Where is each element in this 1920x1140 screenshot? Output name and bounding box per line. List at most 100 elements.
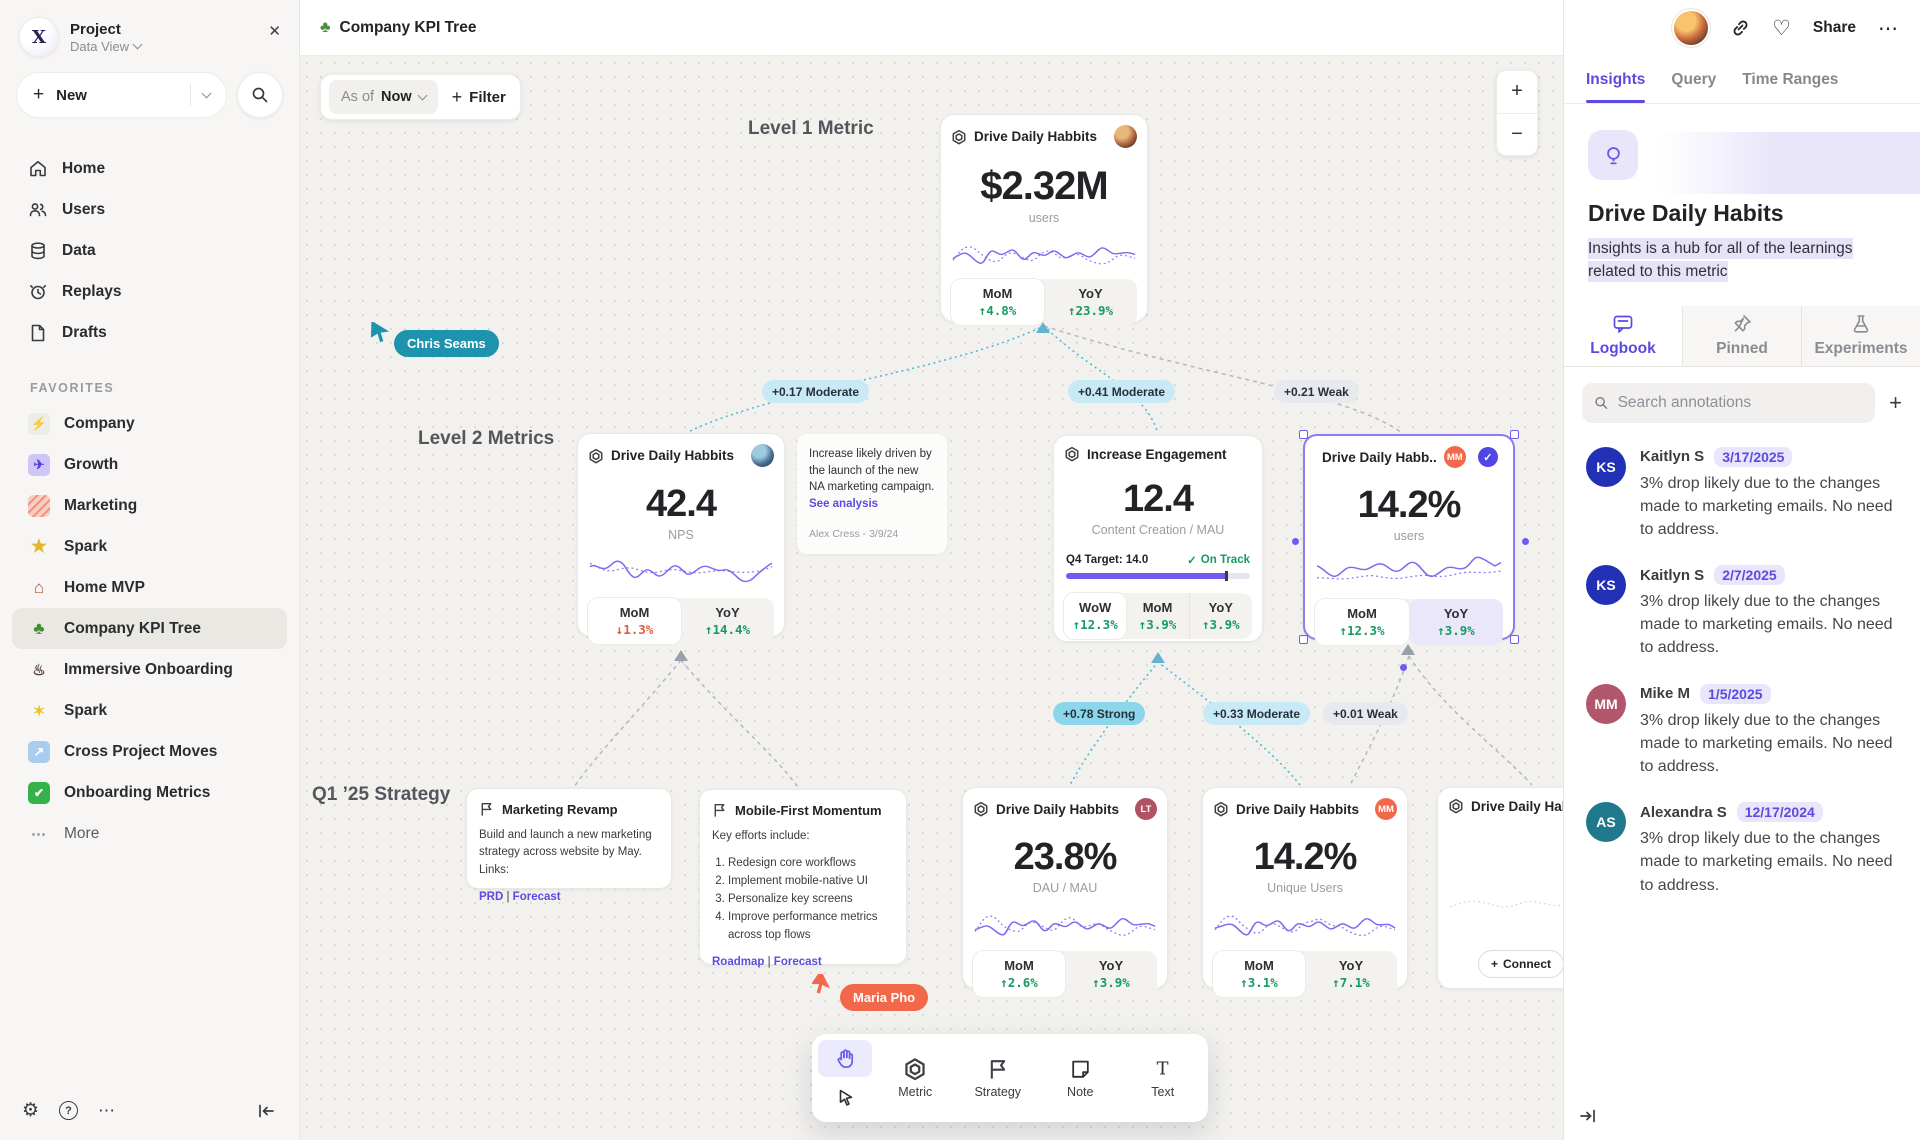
selection-handle[interactable] — [1299, 430, 1308, 439]
annotation-entry[interactable]: AS Alexandra S 12/17/2024 3% drop likely… — [1586, 802, 1898, 897]
project-switcher[interactable]: Χ Project Data View ✕ — [0, 0, 299, 62]
metric-card-partial[interactable]: Drive Daily Hab + Connect — [1437, 787, 1563, 989]
annotation-entry[interactable]: KS Kaitlyn S 2/7/2025 3% drop likely due… — [1586, 565, 1898, 660]
note-tool-button[interactable]: Note — [1041, 1040, 1120, 1116]
hand-tool-button[interactable] — [818, 1040, 872, 1077]
metric-tool-button[interactable]: Metric — [876, 1040, 955, 1116]
selection-handle[interactable] — [1510, 430, 1519, 439]
annotation-entry[interactable]: KS Kaitlyn S 3/17/2025 3% drop likely du… — [1586, 446, 1898, 542]
connection-dot[interactable] — [1292, 538, 1299, 545]
connection-dot[interactable] — [1522, 538, 1529, 545]
selection-handle[interactable] — [1510, 635, 1519, 644]
zoom-in-button[interactable]: + — [1497, 71, 1537, 114]
more-options-icon[interactable]: ⋯ — [98, 1100, 117, 1120]
sidebar-item-spark-2[interactable]: ✶ Spark — [12, 690, 287, 731]
sidebar-item-home-mvp[interactable]: ⌂ Home MVP — [12, 567, 287, 608]
collapse-sidebar-icon[interactable] — [257, 1101, 277, 1121]
workspace-name[interactable]: Data View — [70, 38, 130, 54]
selection-handle[interactable] — [1299, 635, 1308, 644]
collapse-branch-arrow[interactable] — [1401, 644, 1415, 655]
more-menu-icon[interactable]: ⋯ — [1878, 17, 1898, 40]
share-button[interactable]: Share — [1812, 19, 1856, 36]
add-annotation-button[interactable]: + — [1889, 389, 1902, 415]
sparkles-icon: ✶ — [32, 702, 46, 720]
chevron-down-icon[interactable] — [201, 88, 212, 99]
settings-gear-icon[interactable]: ⚙ — [22, 1100, 40, 1121]
search-annotations-input[interactable] — [1617, 393, 1864, 412]
sidebar-item-home[interactable]: Home — [12, 148, 287, 189]
sidebar-item-users[interactable]: Users — [12, 189, 287, 230]
forecast-link[interactable]: Forecast — [764, 956, 821, 968]
roadmap-link[interactable]: Roadmap — [712, 956, 765, 969]
connect-button[interactable]: + Connect — [1478, 950, 1563, 978]
metric-card-nps[interactable]: Drive Daily Habbits 42.4 NPS MoM ↓1.3% Y… — [577, 433, 785, 644]
mom-stat[interactable]: MoM ↑3.1% — [1213, 951, 1305, 997]
sidebar-item-replays[interactable]: Replays — [12, 271, 287, 312]
annotation-entry[interactable]: MM Mike M 1/5/2025 3% drop likely due to… — [1586, 683, 1898, 779]
subtab-experiments[interactable]: Experiments — [1801, 305, 1920, 366]
yoy-stat[interactable]: YoY ↑7.1% — [1305, 951, 1397, 997]
yoy-stat[interactable]: YoY ↑3.9% — [1409, 599, 1503, 645]
yoy-stat[interactable]: YoY ↑14.4% — [681, 598, 774, 644]
copy-link-icon[interactable] — [1730, 18, 1750, 38]
yoy-stat[interactable]: YoY ↑23.9% — [1044, 279, 1137, 325]
yoy-stat[interactable]: YoY ↑3.9% — [1188, 593, 1252, 639]
prd-link[interactable]: PRD — [479, 890, 504, 903]
subtab-logbook[interactable]: Logbook — [1564, 305, 1682, 366]
mom-stat[interactable]: MoM ↑4.8% — [951, 279, 1044, 325]
collapse-branch-arrow[interactable] — [1151, 652, 1165, 663]
annotation-search[interactable] — [1582, 382, 1876, 423]
zoom-out-button[interactable]: − — [1511, 122, 1523, 145]
user-avatar[interactable] — [1674, 11, 1709, 45]
sidebar-item-company-kpi-tree[interactable]: ♣ Company KPI Tree — [12, 608, 287, 649]
kpi-tree-canvas[interactable]: As of Now + Filter + − Level 1 Metric Le… — [300, 56, 1563, 1140]
sidebar-item-growth[interactable]: ✈ Growth — [12, 444, 287, 485]
sidebar-item-immersive-onboarding[interactable]: ♨ Immersive Onboarding — [12, 649, 287, 690]
tab-time-ranges[interactable]: Time Ranges — [1742, 70, 1839, 88]
metric-card-level1[interactable]: Drive Daily Habbits $2.32M users MoM ↑4.… — [940, 114, 1148, 325]
new-button[interactable]: + New — [16, 72, 227, 118]
sidebar-item-company[interactable]: ⚡ Company — [12, 403, 287, 444]
favorite-heart-icon[interactable]: ♡ — [1772, 16, 1791, 40]
forecast-link[interactable]: Forecast — [503, 891, 560, 903]
metric-card-selected[interactable]: Drive Daily Habb.. MM ✓ ⋮ 14.2% users Mo… — [1299, 430, 1519, 645]
connection-dot[interactable] — [1400, 664, 1407, 671]
filter-button[interactable]: + Filter — [452, 87, 506, 108]
yoy-stat[interactable]: YoY ↑3.9% — [1065, 951, 1157, 997]
mom-stat[interactable]: MoM ↑2.6% — [973, 951, 1065, 997]
tab-insights[interactable]: Insights — [1586, 56, 1646, 103]
mom-stat[interactable]: MoM ↓1.3% — [588, 598, 681, 644]
metric-card-engagement[interactable]: Increase Engagement 12.4 Content Creatio… — [1053, 435, 1263, 642]
annotation-note[interactable]: Increase likely driven by the launch of … — [797, 434, 947, 554]
sidebar-item-cross-project-moves[interactable]: ↗ Cross Project Moves — [12, 731, 287, 772]
text-tool-button[interactable]: T Text — [1124, 1040, 1203, 1116]
sidebar-item-more[interactable]: ⋯ More — [12, 813, 287, 854]
collapse-branch-arrow[interactable] — [1036, 322, 1050, 333]
see-analysis-link[interactable]: See analysis — [809, 498, 879, 511]
close-icon[interactable]: ✕ — [268, 23, 281, 40]
strategy-card-mobile-first[interactable]: Mobile-First Momentum Key efforts includ… — [699, 789, 907, 969]
database-icon — [31, 241, 45, 259]
collapse-branch-arrow[interactable] — [674, 650, 688, 661]
sidebar-item-spark[interactable]: ★ Spark — [12, 526, 287, 567]
metric-card-unique-users[interactable]: Drive Daily Habbits MM 14.2% Unique User… — [1202, 787, 1408, 997]
megaphone-icon — [28, 494, 50, 517]
fav-label: Home MVP — [64, 578, 145, 596]
mom-stat[interactable]: MoM ↑3.9% — [1126, 593, 1188, 639]
subtab-pinned[interactable]: Pinned — [1682, 305, 1801, 366]
strategy-card-marketing-revamp[interactable]: Marketing Revamp Build and launch a new … — [466, 788, 672, 903]
strategy-tool-button[interactable]: Strategy — [959, 1040, 1038, 1116]
sidebar-item-drafts[interactable]: Drafts — [12, 312, 287, 353]
wow-stat[interactable]: WoW ↑12.3% — [1064, 593, 1127, 639]
sidebar-item-data[interactable]: Data — [12, 230, 287, 271]
tab-query[interactable]: Query — [1671, 70, 1717, 88]
sidebar-item-onboarding-metrics[interactable]: ✔ Onboarding Metrics — [12, 772, 287, 813]
help-icon[interactable]: ? — [59, 1101, 79, 1120]
sidebar-item-marketing[interactable]: Marketing — [12, 485, 287, 526]
search-button[interactable] — [237, 72, 283, 118]
mom-stat[interactable]: MoM ↑12.3% — [1315, 599, 1409, 645]
expand-panel-icon[interactable] — [1578, 1106, 1598, 1126]
as-of-dropdown[interactable]: As of Now — [329, 80, 438, 114]
select-tool-button[interactable] — [818, 1079, 872, 1116]
metric-card-dau-mau[interactable]: Drive Daily Habbits LT 23.8% DAU / MAU M… — [962, 787, 1168, 997]
